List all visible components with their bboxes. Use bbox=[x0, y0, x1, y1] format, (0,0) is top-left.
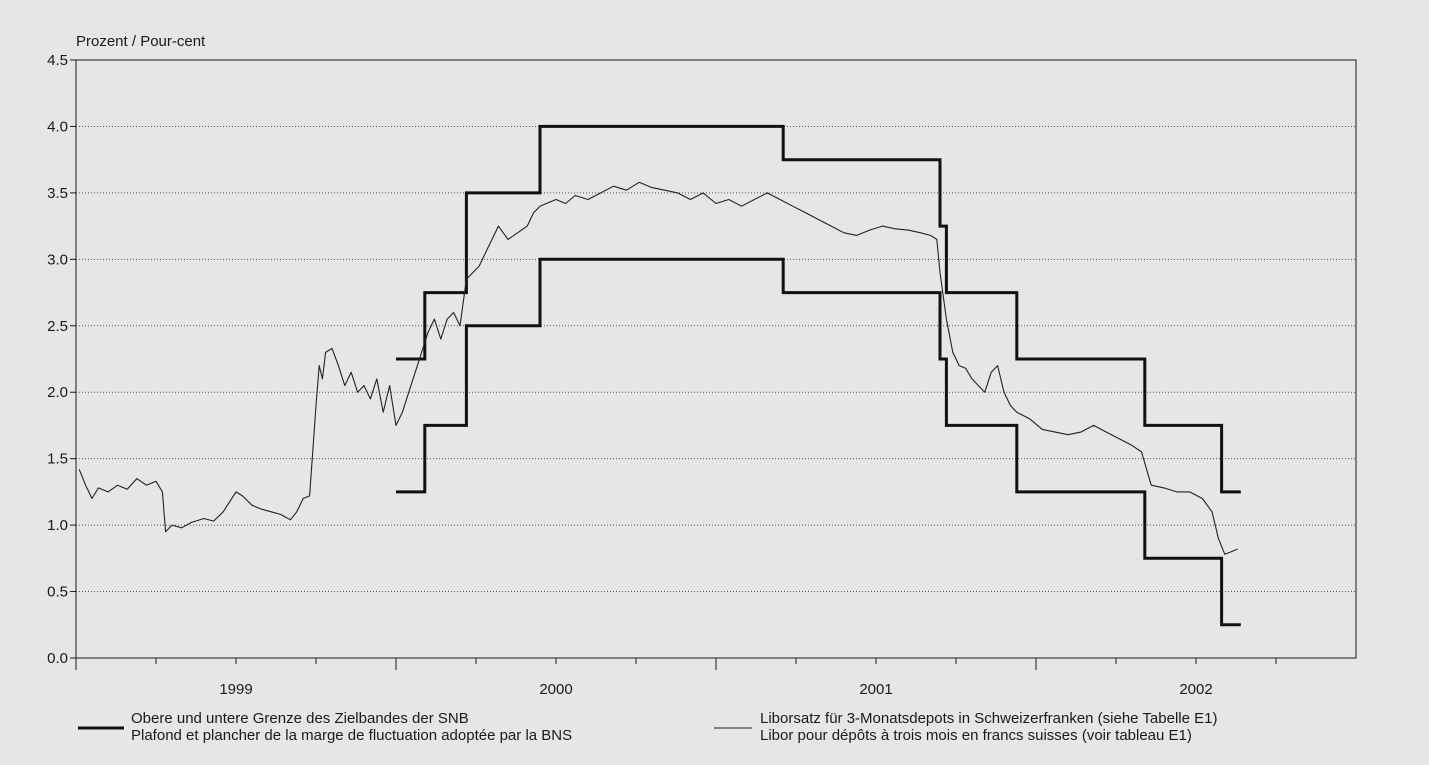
y-tick-label: 0.5 bbox=[47, 584, 68, 601]
y-tick-label: 3.0 bbox=[47, 251, 68, 268]
legend-label-target-band-de: Obere und untere Grenze des Zielbandes d… bbox=[131, 710, 469, 727]
x-tick-label: 2001 bbox=[859, 681, 892, 698]
y-tick-label: 1.5 bbox=[47, 451, 68, 468]
gridlines bbox=[76, 125, 1356, 593]
plot-frame bbox=[75, 59, 1357, 659]
series-layer bbox=[78, 124, 1241, 627]
x-tick-label: 2000 bbox=[539, 681, 572, 698]
y-tick-label: 4.5 bbox=[47, 52, 68, 69]
legend-label-target-band-fr: Plafond et plancher de la marge de fluct… bbox=[131, 727, 572, 744]
x-axis-ticks: 1999 2000 2001 2002 bbox=[75, 658, 1277, 698]
x-tick-label: 2002 bbox=[1179, 681, 1212, 698]
libor-line bbox=[78, 181, 1238, 555]
legend-label-libor-fr: Libor pour dépôts à trois mois en francs… bbox=[760, 727, 1192, 744]
target-band-lower-line bbox=[396, 257, 1241, 627]
y-tick-label: 0.0 bbox=[47, 650, 68, 667]
y-tick-label: 2.5 bbox=[47, 318, 68, 335]
y-tick-label: 3.5 bbox=[47, 185, 68, 202]
y-tick-label: 4.0 bbox=[47, 118, 68, 135]
x-tick-label: 1999 bbox=[219, 681, 252, 698]
legend-label-libor-de: Liborsatz für 3-Monatsdepots in Schweize… bbox=[760, 710, 1217, 727]
y-tick-label: 1.0 bbox=[47, 517, 68, 534]
legend: Obere und untere Grenze des Zielbandes d… bbox=[78, 710, 1217, 744]
y-axis-ticks: 0.0 0.5 1.0 1.5 2.0 2.5 3.0 3.5 4.0 4.5 bbox=[47, 52, 76, 667]
target-band-upper-line bbox=[396, 124, 1241, 494]
y-axis-label: Prozent / Pour-cent bbox=[76, 33, 206, 50]
y-tick-label: 2.0 bbox=[47, 384, 68, 401]
